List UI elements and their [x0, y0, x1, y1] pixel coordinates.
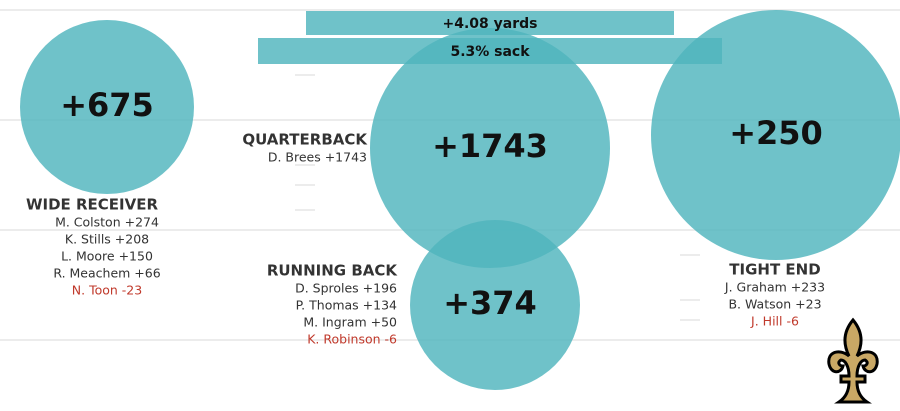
- player: K. Stills +208: [65, 232, 149, 247]
- player: J. Hill -6: [750, 314, 799, 329]
- bubble-value: +374: [443, 284, 537, 322]
- player: D. Sproles +196: [295, 281, 397, 296]
- player: D. Brees +1743: [268, 150, 367, 165]
- position-name: WIDE RECEIVER: [26, 196, 159, 214]
- player: L. Moore +150: [61, 249, 153, 264]
- bubble-value: +1743: [432, 127, 548, 165]
- banner-text: +4.08 yards: [443, 16, 538, 32]
- bubble: [20, 20, 194, 194]
- bubble-value: +675: [60, 86, 154, 124]
- bubbles: [20, 10, 900, 390]
- player: N. Toon -23: [72, 283, 142, 298]
- banner: [258, 38, 722, 64]
- bubble: [370, 28, 610, 268]
- player: M. Ingram +50: [303, 315, 397, 330]
- bubble-value: +250: [729, 114, 823, 152]
- player: P. Thomas +134: [296, 298, 397, 313]
- player: R. Meachem +66: [53, 266, 160, 281]
- bubble: [651, 10, 900, 260]
- banner-text: 5.3% sack: [450, 44, 530, 60]
- position-name: QUARTERBACK: [242, 131, 368, 149]
- bubble: [410, 220, 580, 390]
- logo: [827, 317, 879, 404]
- position-name: RUNNING BACK: [267, 262, 399, 280]
- position-name: TIGHT END: [729, 261, 820, 279]
- player: J. Graham +233: [724, 280, 825, 295]
- player: K. Robinson -6: [307, 332, 397, 347]
- player: B. Watson +23: [728, 297, 821, 312]
- banner: [306, 11, 674, 35]
- player: M. Colston +274: [55, 215, 159, 230]
